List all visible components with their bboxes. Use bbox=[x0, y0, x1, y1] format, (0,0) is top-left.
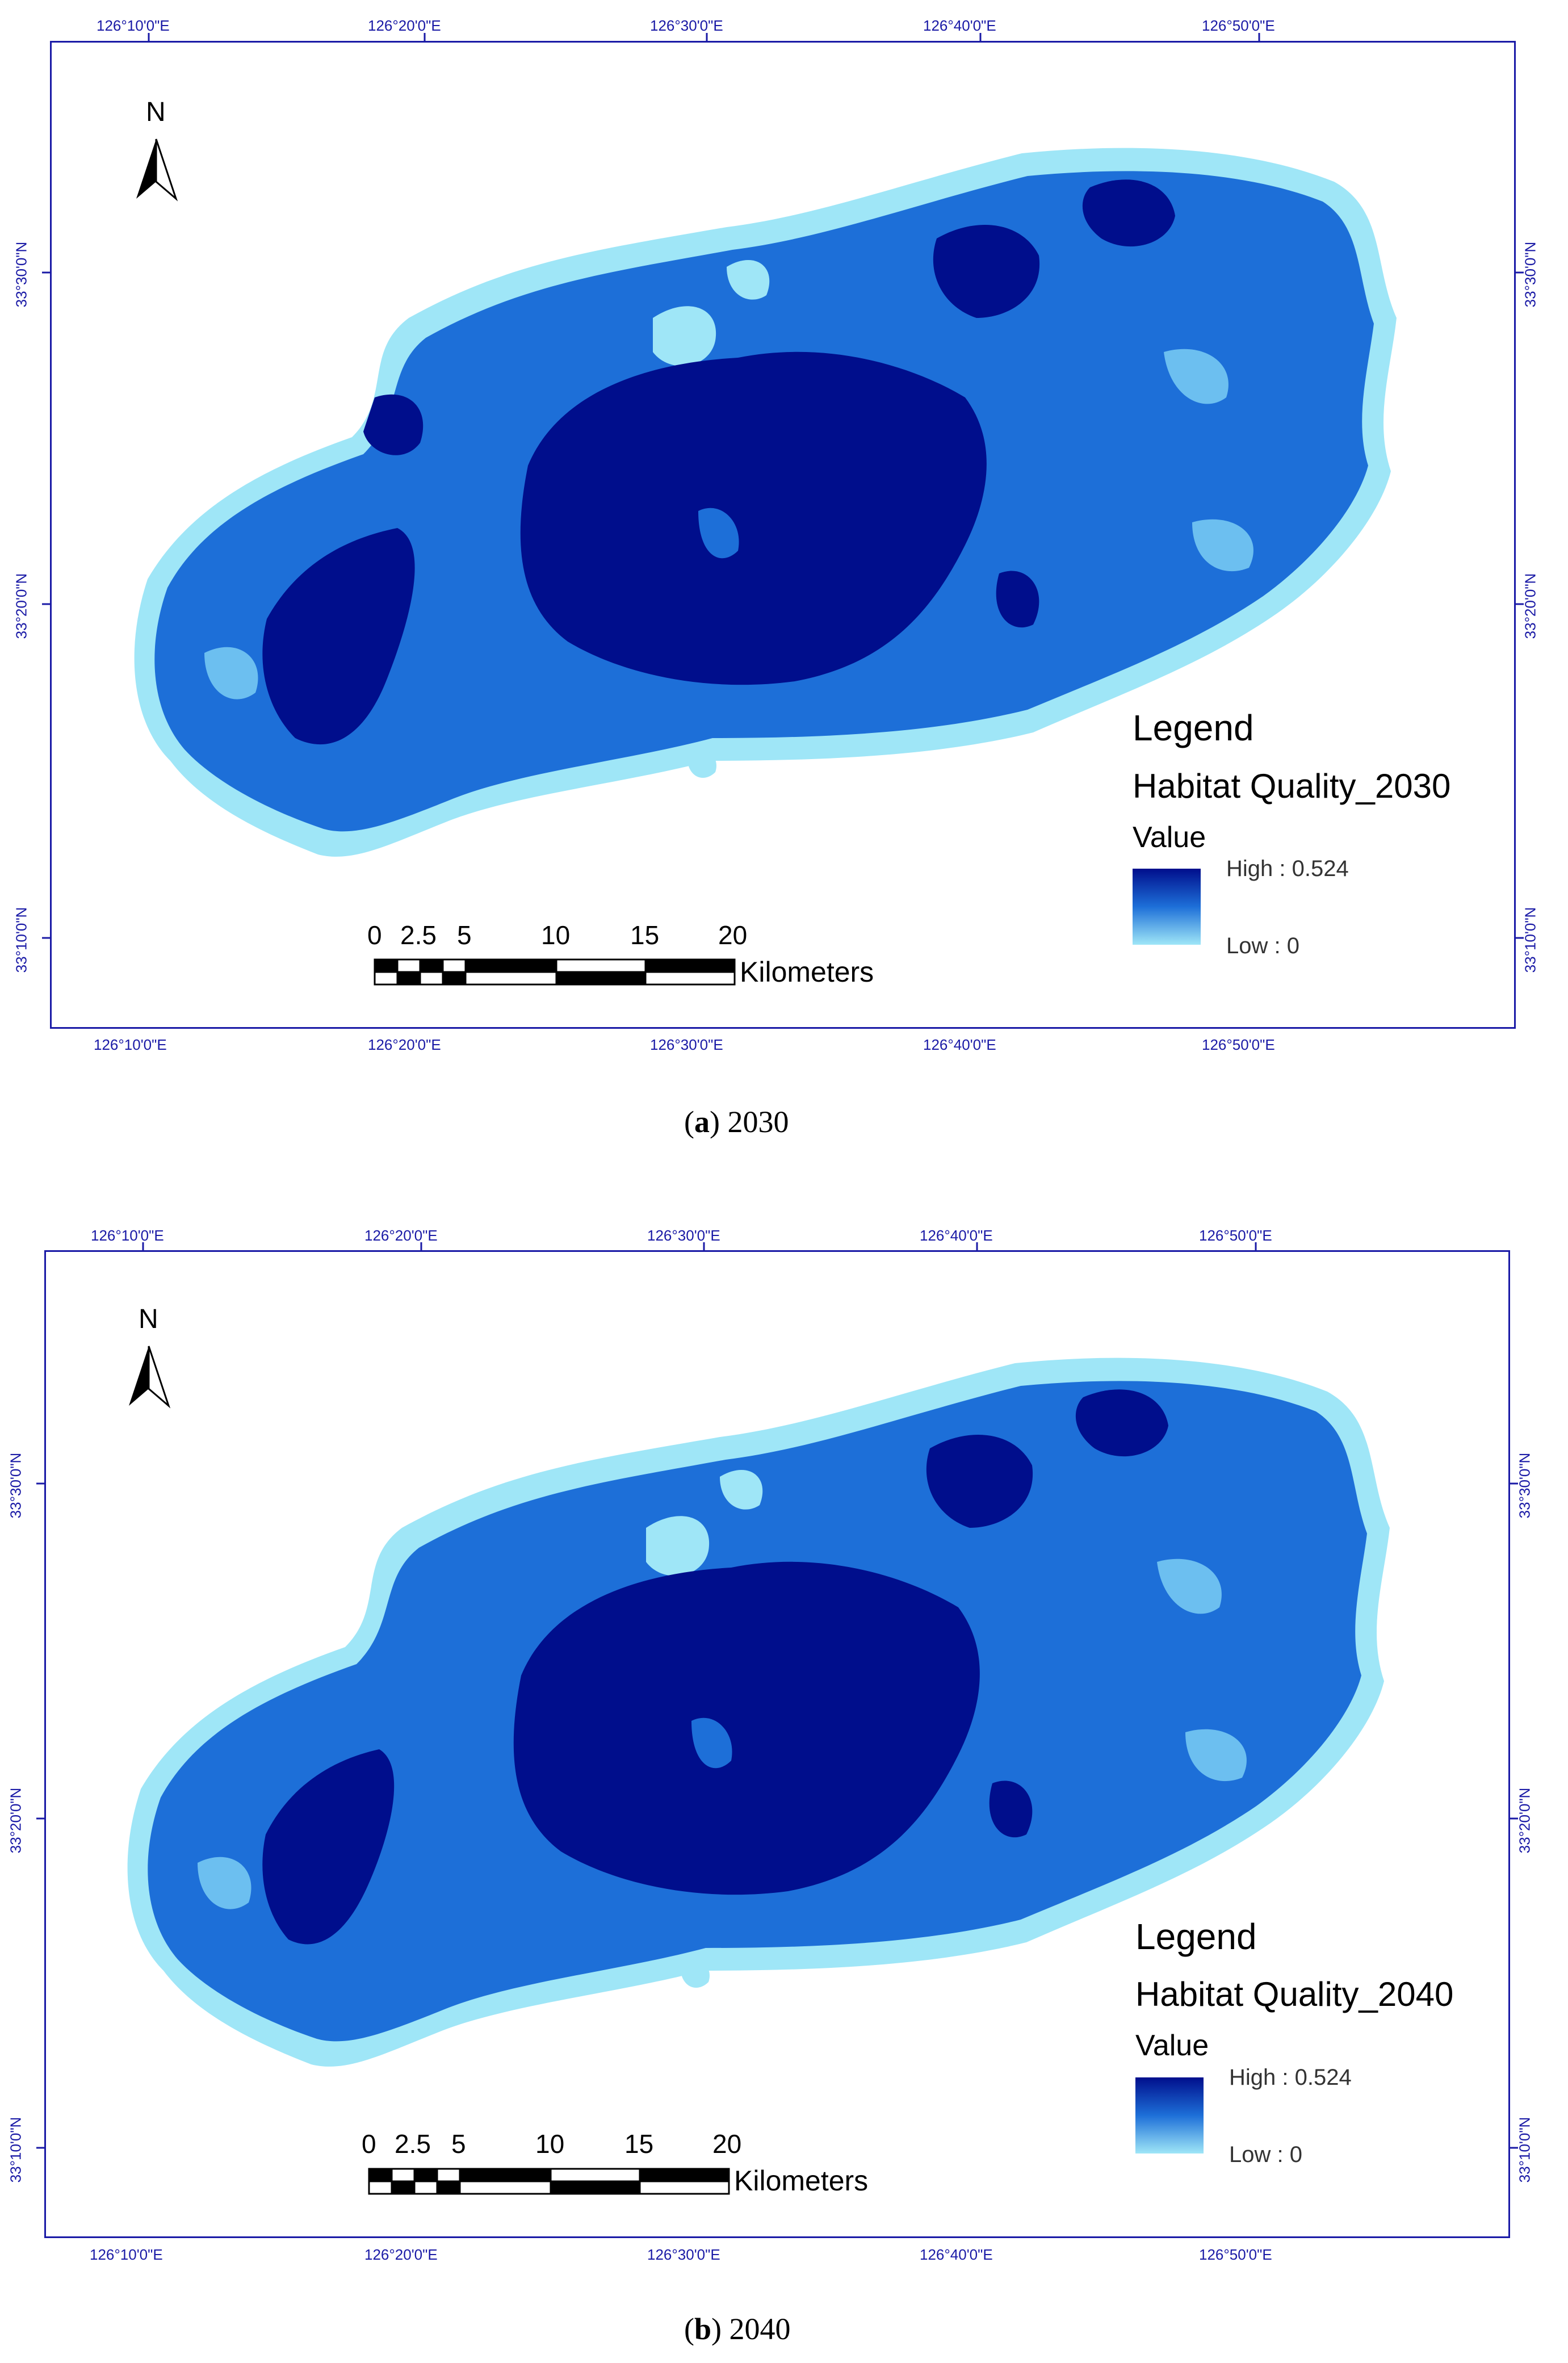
legend-title: Legend bbox=[1133, 707, 1254, 748]
legend-low-label: Low : 0 bbox=[1229, 2142, 1302, 2167]
scale-tick-label: 20 bbox=[712, 2129, 742, 2159]
longitude-label-bottom: 126°30'0"E bbox=[647, 2246, 720, 2263]
lowland-patch bbox=[1157, 1558, 1222, 1614]
map-frame bbox=[44, 1250, 1510, 2238]
legend-value-label: Value bbox=[1135, 2029, 1209, 2062]
longitude-label-bottom: 126°10'0"E bbox=[90, 2246, 163, 2263]
scale-tick-label: 0 bbox=[367, 920, 382, 950]
caption-year: 2030 bbox=[727, 1105, 789, 1139]
longitude-label-top: 126°20'0"E bbox=[368, 17, 441, 34]
north-arrow-icon bbox=[136, 139, 178, 202]
lowland-patch bbox=[1164, 349, 1229, 404]
lowland-patch bbox=[727, 260, 770, 300]
frame-ticks bbox=[36, 1242, 1518, 2149]
legend-color-ramp bbox=[1133, 869, 1201, 945]
lowland-patch bbox=[698, 508, 739, 559]
longitude-label-top: 126°20'0"E bbox=[364, 1227, 438, 1244]
legend-high-label: High : 0.524 bbox=[1226, 856, 1349, 881]
figure-caption: (a) 2030 bbox=[684, 1105, 789, 1139]
longitude-label-bottom: 126°50'0"E bbox=[1202, 1036, 1275, 1053]
legend-low-label: Low : 0 bbox=[1226, 933, 1299, 958]
map-canvas bbox=[36, 1242, 1518, 2195]
highland-forest bbox=[1082, 179, 1175, 247]
map-frame bbox=[50, 41, 1516, 1029]
caption-letter: b bbox=[694, 2312, 712, 2346]
caption-year: 2040 bbox=[729, 2312, 791, 2346]
highland-forest bbox=[262, 528, 415, 745]
legend-title: Legend bbox=[1135, 1916, 1257, 1957]
longitude-label-top: 126°40'0"E bbox=[923, 17, 996, 34]
highland-forest bbox=[262, 1749, 395, 1945]
highland-forest bbox=[520, 351, 987, 685]
legend-layer-name: Habitat Quality_2040 bbox=[1135, 1975, 1454, 2013]
scale-tick-label: 2.5 bbox=[400, 920, 437, 950]
scale-tick-label: 2.5 bbox=[395, 2129, 431, 2159]
longitude-label-top: 126°10'0"E bbox=[97, 17, 170, 34]
scale-tick-label: 15 bbox=[624, 2129, 654, 2159]
longitude-label-bottom: 126°20'0"E bbox=[364, 2246, 438, 2263]
lowland-patch bbox=[691, 1717, 732, 1769]
highland-forest bbox=[363, 394, 424, 455]
longitude-label-top: 126°50'0"E bbox=[1202, 17, 1275, 34]
longitude-label-bottom: 126°30'0"E bbox=[650, 1036, 723, 1053]
lowland-patch bbox=[680, 1960, 710, 1988]
longitude-label-top: 126°30'0"E bbox=[650, 17, 723, 34]
north-label: N bbox=[139, 1304, 158, 1334]
caption-letter: a bbox=[694, 1105, 710, 1139]
lowland-patch bbox=[646, 1516, 710, 1576]
longitude-label-top: 126°50'0"E bbox=[1199, 1227, 1272, 1244]
lowland-patch bbox=[687, 750, 716, 778]
longitude-label-bottom: 126°40'0"E bbox=[923, 1036, 996, 1053]
legend-color-ramp bbox=[1135, 2077, 1204, 2153]
scale-unit-label: Kilometers bbox=[734, 2165, 869, 2197]
scale-bar bbox=[368, 2168, 730, 2195]
scale-tick-label: 5 bbox=[451, 2129, 466, 2159]
map-canvas bbox=[42, 33, 1524, 986]
longitude-label-bottom: 126°40'0"E bbox=[920, 2246, 993, 2263]
legend-layer-name: Habitat Quality_2030 bbox=[1133, 767, 1451, 805]
longitude-label-bottom: 126°20'0"E bbox=[368, 1036, 441, 1053]
longitude-label-top: 126°10'0"E bbox=[91, 1227, 164, 1244]
longitude-label-bottom: 126°50'0"E bbox=[1199, 2246, 1272, 2263]
scale-tick-label: 10 bbox=[541, 920, 571, 950]
scale-tick-label: 10 bbox=[535, 2129, 565, 2159]
lowland-patch bbox=[653, 306, 716, 366]
longitude-label-top: 126°40'0"E bbox=[920, 1227, 993, 1244]
scale-tick-label: 20 bbox=[718, 920, 748, 950]
lowland-patch bbox=[204, 647, 258, 699]
lowland-patch bbox=[720, 1470, 763, 1510]
scale-tick-label: 5 bbox=[457, 920, 472, 950]
highland-forest bbox=[926, 1435, 1033, 1528]
longitude-label-bottom: 126°10'0"E bbox=[94, 1036, 167, 1053]
highland-forest bbox=[513, 1561, 980, 1895]
figure-caption: (b) 2040 bbox=[684, 2312, 791, 2346]
highland-forest bbox=[989, 1780, 1033, 1838]
legend-high-label: High : 0.524 bbox=[1229, 2065, 1352, 2090]
highland-forest bbox=[996, 571, 1039, 628]
north-label: N bbox=[146, 97, 166, 127]
legend-value-label: Value bbox=[1133, 821, 1206, 854]
scale-unit-label: Kilometers bbox=[740, 956, 874, 988]
frame-ticks bbox=[42, 33, 1524, 939]
lowland-patch bbox=[1185, 1729, 1247, 1782]
map-panel-2040: 126°10'0"E 126°20'0"E 126°30'0"E 126°40'… bbox=[0, 1182, 1568, 2363]
highland-forest bbox=[933, 225, 1040, 318]
highland-forest bbox=[1075, 1389, 1168, 1457]
lowland-patch bbox=[198, 1857, 251, 1909]
scale-tick-label: 15 bbox=[630, 920, 660, 950]
north-arrow-icon bbox=[129, 1346, 171, 1409]
scale-tick-label: 0 bbox=[362, 2129, 376, 2159]
island-habitat-map bbox=[134, 148, 1397, 857]
map-panel-2030: 126°10'0"E 126°20'0"E 126°30'0"E 126°40'… bbox=[12, 17, 1538, 1139]
longitude-label-top: 126°30'0"E bbox=[647, 1227, 720, 1244]
lowland-patch bbox=[1192, 519, 1253, 572]
scale-bar bbox=[374, 958, 736, 986]
island-habitat-map bbox=[127, 1358, 1390, 2067]
